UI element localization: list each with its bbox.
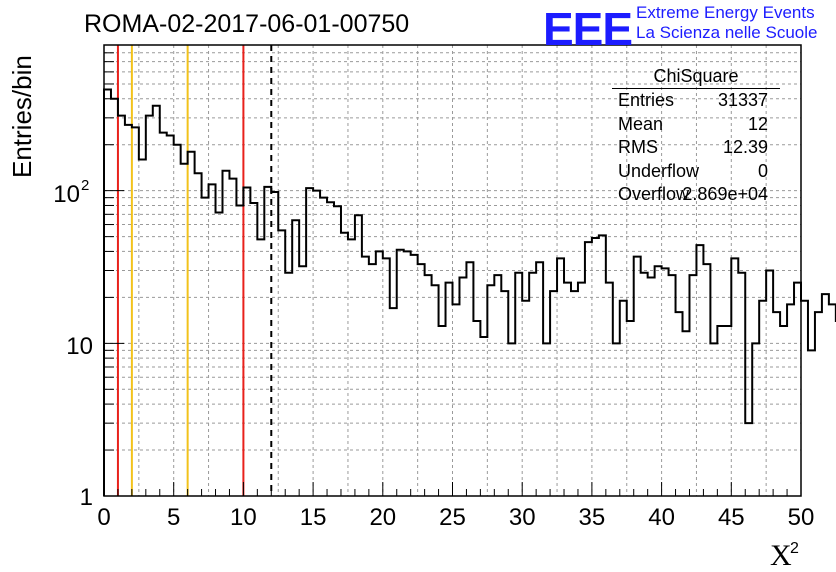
stat-value: 12 (747, 113, 768, 134)
stat-label: Entries (618, 90, 675, 110)
logo-subtitle-1: Extreme Energy Events (636, 3, 815, 22)
y-tick-label-100-exponent: 2 (81, 177, 89, 194)
x-axis-ticks (103, 482, 802, 496)
y-axis-ticks (104, 44, 124, 497)
histogram-line (103, 88, 836, 496)
x-tick-label: 15 (300, 504, 327, 531)
stats-divider (612, 88, 780, 89)
x-tick-labels: 0 5 10 15 20 25 30 35 40 45 50 (97, 504, 814, 531)
stats-row-entries: Entries 31337 (612, 89, 780, 113)
x-tick-label: 20 (369, 504, 396, 531)
eee-logo: EEE (543, 3, 633, 55)
stat-value: 0 (757, 160, 768, 181)
stats-row-underflow: Underflow 0 (612, 160, 780, 184)
stats-title: ChiSquare (653, 66, 739, 86)
x-tick-label: 50 (788, 504, 815, 531)
x-axis-label: X (770, 539, 792, 572)
stat-value: 31337 (717, 90, 768, 110)
y-tick-label-100-base: 10 (53, 181, 80, 208)
stats-row-rms: RMS 12.39 (612, 136, 780, 160)
y-tick-label-10: 10 (66, 333, 93, 360)
stat-label: Underflow (618, 160, 700, 181)
x-tick-label: 5 (167, 504, 180, 531)
x-tick-label: 30 (509, 504, 536, 531)
y-axis-label: Entries/bin (7, 55, 37, 178)
x-axis-label-exponent: 2 (790, 540, 799, 557)
x-tick-label: 45 (718, 504, 745, 531)
reference-lines (116, 45, 273, 496)
stat-value: 12.39 (722, 137, 768, 157)
stat-label: RMS (618, 137, 658, 157)
stat-value: 2.869e+04 (682, 184, 768, 204)
stat-label: Mean (618, 113, 664, 134)
stat-label: Overflow (618, 184, 690, 204)
y-tick-label-1: 1 (80, 484, 93, 511)
x-tick-label: 35 (579, 504, 606, 531)
run-title: ROMA-02-2017-06-01-00750 (84, 10, 410, 38)
x-tick-label: 0 (97, 504, 110, 531)
x-tick-label: 40 (648, 504, 675, 531)
stats-row-overflow: Overflow 2.869e+04 (612, 183, 780, 207)
stats-box: ChiSquare Entries 31337 Mean 12 RMS 12.3… (612, 64, 780, 207)
grid-lines (104, 44, 801, 496)
x-tick-label: 25 (439, 504, 466, 531)
x-tick-label: 10 (230, 504, 257, 531)
stats-row-mean: Mean 12 (612, 113, 780, 137)
logo-subtitle-2: La Scienza nelle Scuole (636, 23, 818, 42)
